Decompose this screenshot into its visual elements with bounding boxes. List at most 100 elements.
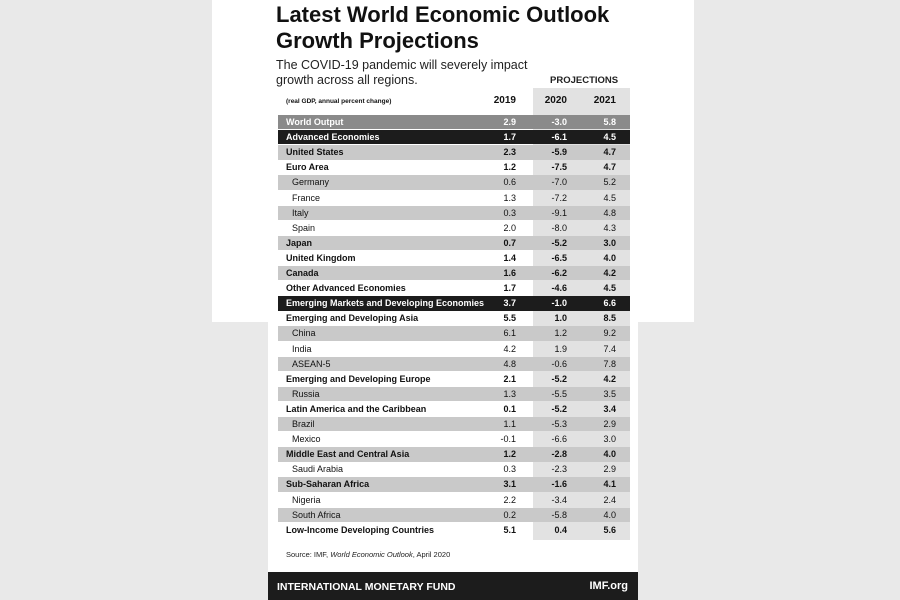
table-row: Mexico -0.1 -6.6 3.0 (278, 432, 630, 446)
cell-value: -0.1 (500, 434, 516, 445)
cell-value: 4.2 (603, 268, 616, 278)
cell-value: 9.2 (603, 328, 616, 339)
cell-value: 5.8 (603, 117, 616, 127)
cell-value: 4.3 (603, 222, 616, 233)
projection-shade (533, 88, 630, 540)
cell-value: 1.3 (503, 192, 516, 203)
table-row: Brazil 1.1 -5.3 2.9 (278, 417, 630, 432)
cell-value: -5.9 (551, 147, 567, 158)
table-row: Other Advanced Economies 1.7 -4.6 4.5 (278, 281, 630, 295)
cell-value: -3.4 (551, 494, 567, 505)
table-row: United States 2.3 -5.9 4.7 (278, 145, 630, 160)
cell-value: -7.0 (551, 177, 567, 188)
cell-value: 3.5 (603, 388, 616, 399)
cell-value: 4.7 (603, 162, 616, 173)
row-label: France (292, 192, 321, 203)
row-label: India (292, 343, 312, 354)
title-line: Growth Projections (276, 28, 479, 53)
row-label: Middle East and Central Asia (286, 449, 410, 460)
cell-value: 2.2 (503, 494, 516, 505)
row-label: Germany (292, 177, 330, 188)
cell-value: 0.4 (554, 524, 567, 535)
row-label: United States (286, 147, 344, 158)
table-row: Latin America and the Caribbean 0.1 -5.2 3.… (278, 402, 630, 416)
cell-value: -5.2 (551, 403, 567, 414)
cell-value: 5.2 (603, 177, 616, 188)
cell-value: 5.6 (603, 524, 616, 535)
cell-value: 4.2 (503, 343, 516, 354)
cell-value: 7.4 (603, 343, 616, 354)
cell-value: 4.5 (603, 283, 616, 294)
source: Source: IMF, World Economic Outlook, Apr… (286, 550, 450, 559)
cell-value: 3.0 (603, 237, 616, 248)
cell-value: -5.2 (551, 237, 567, 248)
cell-value: 4.5 (603, 132, 616, 143)
cell-value: 4.0 (603, 252, 616, 263)
table-row: ASEAN-5 4.8 -0.6 7.8 (278, 356, 630, 371)
cell-value: 4.0 (603, 509, 616, 520)
cell-value: 0.1 (503, 403, 516, 414)
table-row: Spain 2.0 -8.0 4.3 (278, 221, 630, 235)
row-label: Japan (286, 237, 313, 248)
cell-value: 2.4 (603, 494, 616, 505)
row-label: Russia (292, 388, 320, 399)
website: IMF.org (589, 580, 629, 592)
cell-value: 3.4 (603, 403, 616, 414)
cell-value: 4.7 (603, 147, 616, 158)
table-row: Germany 0.6 -7.0 5.2 (278, 175, 630, 190)
table-row: Canada 1.6 -6.2 4.2 (278, 266, 630, 281)
table-row: India 4.2 1.9 7.4 (278, 342, 630, 356)
column-header: 2020 (544, 95, 567, 106)
footer-bar (268, 572, 638, 600)
cell-value: 1.3 (503, 388, 516, 399)
row-label: Nigeria (292, 494, 321, 505)
cell-value: 4.2 (603, 373, 616, 384)
row-label: South Africa (292, 509, 341, 520)
cell-value: -5.5 (551, 388, 567, 399)
cell-value: 0.6 (503, 177, 516, 188)
cell-value: 1.1 (503, 419, 516, 429)
cell-value: 2.0 (503, 222, 516, 233)
header-row: (real GDP, annual percent change) 2019 202… (278, 94, 630, 108)
source-part: World Economic Outlook (330, 550, 413, 559)
cell-value: -3.0 (551, 117, 567, 127)
table-row: Middle East and Central Asia 1.2 -2.8 4.0 (278, 447, 630, 462)
cell-value: 6.1 (503, 328, 516, 339)
cell-value: 2.3 (503, 147, 516, 158)
cell-value: -5.8 (551, 509, 567, 520)
cell-value: 2.1 (503, 373, 516, 384)
cell-value: 2.9 (603, 464, 616, 475)
cell-value: 5.1 (503, 524, 516, 535)
cell-value: -6.6 (551, 434, 567, 445)
row-label: Emerging Markets and Developing Economie… (286, 298, 485, 309)
row-label: China (292, 328, 316, 339)
cell-value: 5.5 (503, 313, 516, 324)
cell-value: 0.7 (503, 237, 516, 248)
cell-value: -6.1 (551, 132, 567, 143)
table-row: Euro Area 1.2 -7.5 4.7 (278, 160, 630, 174)
cell-value: -5.3 (551, 419, 567, 429)
row-label: Mexico (292, 434, 321, 445)
cell-value: 4.1 (603, 479, 616, 490)
cell-value: -1.6 (551, 479, 567, 490)
table-row: Low-Income Developing Countries 5.1 0.4 5.6 (278, 523, 630, 537)
row-label: United Kingdom (286, 252, 356, 263)
cell-value: -8.0 (551, 222, 567, 233)
table-row: Nigeria 2.2 -3.4 2.4 (278, 493, 630, 507)
row-label: Euro Area (286, 162, 329, 173)
row-label: Low-Income Developing Countries (286, 524, 435, 535)
row-label: Italy (292, 207, 309, 218)
cell-value: -6.2 (551, 268, 567, 278)
cell-value: 2.9 (503, 117, 516, 127)
cell-value: 8.5 (603, 313, 616, 324)
column-header: 2019 (493, 95, 516, 106)
cell-value: -5.2 (551, 373, 567, 384)
cell-value: -7.2 (551, 192, 567, 203)
source-part: , April 2020 (412, 550, 451, 559)
table-row: Italy 0.3 -9.1 4.8 (278, 205, 630, 220)
projections-label: PROJECTIONS (550, 75, 619, 86)
cell-value: 0.2 (503, 509, 516, 520)
cell-value: 1.2 (503, 162, 516, 173)
table-row: Japan 0.7 -5.2 3.0 (278, 235, 630, 251)
row-label: Canada (286, 268, 319, 278)
